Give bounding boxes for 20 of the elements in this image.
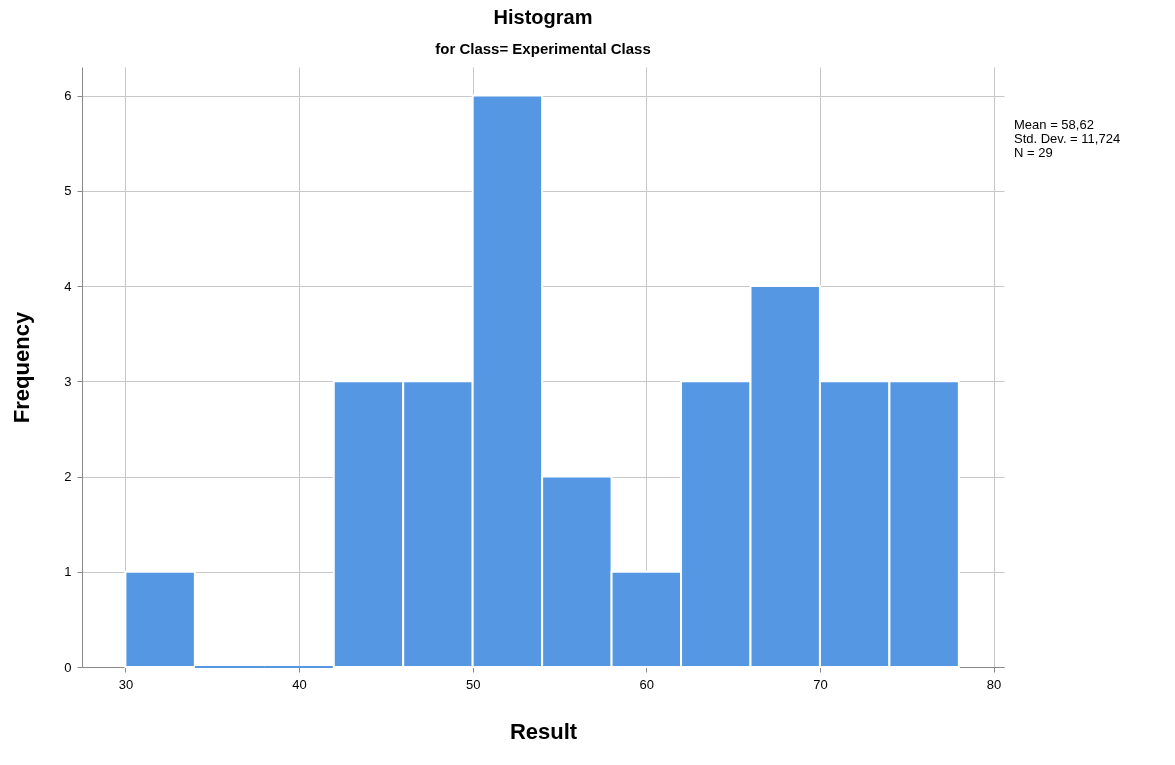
y-tick-label: 4 (64, 278, 72, 294)
y-axis-title: Frequency (9, 311, 35, 424)
y-tick-label: 0 (64, 659, 72, 675)
y-tick-label: 2 (64, 469, 72, 485)
y-tick-label: 1 (64, 564, 72, 580)
x-tick-label: 50 (465, 676, 481, 692)
y-tick-label: 3 (64, 373, 72, 389)
y-tick-label: 5 (64, 183, 72, 199)
text: N = 29 (1014, 145, 1054, 160)
text: Mean = 58,62 (1014, 117, 1095, 132)
x-tick-label: 60 (639, 676, 655, 692)
text: Std. Dev. = 11,724 (1014, 131, 1121, 146)
x-tick-label: 70 (813, 676, 828, 692)
y-tick-label: 6 (64, 88, 72, 104)
x-tick-label: 40 (292, 676, 307, 692)
x-axis-title: Result (509, 718, 578, 744)
chart-title: Histogram (493, 6, 593, 28)
chart-subtitle: for Class= Experimental Class (435, 40, 651, 57)
x-tick-label: 30 (118, 676, 134, 692)
x-tick-label: 80 (986, 676, 1002, 692)
